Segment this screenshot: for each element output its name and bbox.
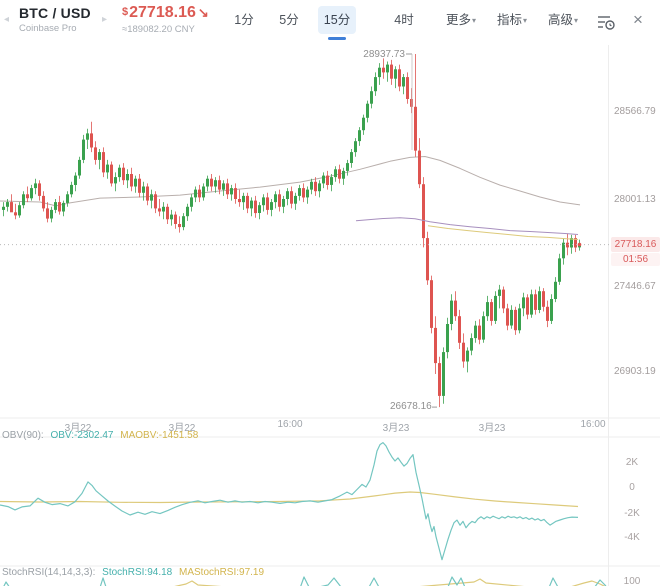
price-block: $27718.16 ↘ ≈189082.20 CNY: [122, 4, 209, 35]
price-axis-label: 27446.67: [614, 281, 656, 292]
obv-axis-label: 2K: [625, 457, 639, 468]
obv-ma-legend-value: MAOBV:-1451.58: [120, 430, 199, 441]
down-right-arrow-icon: ↘: [197, 5, 209, 20]
current-price-badge: 27718.16: [611, 237, 660, 252]
stochrsi-axis-label: 100: [623, 576, 641, 586]
tab-4hour[interactable]: 4时: [394, 13, 414, 27]
converted-price: ≈189082.20 CNY: [122, 24, 195, 35]
symbol-selector[interactable]: BTC / USD Coinbase Pro: [19, 5, 91, 34]
price-axis-label: 28001.13: [614, 194, 656, 205]
menu-indicators[interactable]: 指标▾: [497, 13, 528, 27]
close-icon[interactable]: ×: [633, 10, 643, 29]
time-axis-label: 3月22: [64, 423, 92, 434]
tab-1min[interactable]: 1分: [234, 13, 254, 27]
next-symbol-icon[interactable]: ▸: [102, 14, 108, 25]
toolbar: ◂ BTC / USD Coinbase Pro ▸ $27718.16 ↘ ≈1…: [0, 0, 660, 45]
time-axis-label: 16:00: [580, 419, 606, 430]
obv-legend: OBV(90): OBV:-2302.47 MAOBV:-1451.58: [2, 430, 198, 441]
stochrsi-legend-value: StochRSI:94.18: [102, 567, 173, 578]
time-axis-label: 3月22: [168, 423, 196, 434]
symbol-name: BTC / USD: [19, 5, 91, 21]
last-price: $27718.16 ↘: [122, 4, 209, 22]
candle-countdown-badge: 01:56: [611, 253, 660, 266]
chart-panel: 28937.73 26678.16 28566.79 28001.13 2744…: [0, 45, 660, 586]
stochrsi-ma-legend-value: MAStochRSI:97.19: [179, 567, 265, 578]
dropdown-caret-icon: ▾: [523, 16, 528, 25]
obv-axis-label: -4K: [624, 532, 640, 543]
exchange-name: Coinbase Pro: [19, 23, 77, 34]
stochrsi-legend: StochRSI(14,14,3,3): StochRSI:94.18 MASt…: [2, 567, 264, 578]
main-chart-canvas[interactable]: [0, 45, 660, 586]
tab-15min[interactable]: 15分: [318, 6, 356, 34]
price-value: 27718.16: [129, 4, 196, 21]
menu-advanced[interactable]: 高级▾: [548, 13, 579, 27]
dropdown-caret-icon: ▾: [574, 16, 579, 25]
low-price-label: 26678.16: [390, 401, 432, 412]
obv-legend-title: OBV(90):: [2, 430, 44, 441]
currency-symbol: $: [122, 6, 129, 18]
obv-legend-value: OBV:-2302.47: [50, 430, 114, 441]
menu-more[interactable]: 更多▾: [446, 13, 477, 27]
stochrsi-legend-title: StochRSI(14,14,3,3):: [2, 567, 96, 578]
high-price-label: 28937.73: [363, 49, 405, 60]
tab-5min[interactable]: 5分: [279, 13, 299, 27]
price-axis-label: 26903.19: [614, 366, 656, 377]
time-axis-label: 16:00: [277, 419, 303, 430]
time-axis-label: 3月23: [478, 423, 506, 434]
obv-axis-label: 0: [629, 482, 635, 493]
time-axis-label: 3月23: [382, 423, 410, 434]
chart-settings-icon[interactable]: [597, 13, 616, 36]
price-axis-label: 28566.79: [614, 106, 656, 117]
dropdown-caret-icon: ▾: [472, 16, 477, 25]
prev-symbol-icon[interactable]: ◂: [4, 14, 10, 25]
obv-axis-label: -2K: [624, 508, 640, 519]
